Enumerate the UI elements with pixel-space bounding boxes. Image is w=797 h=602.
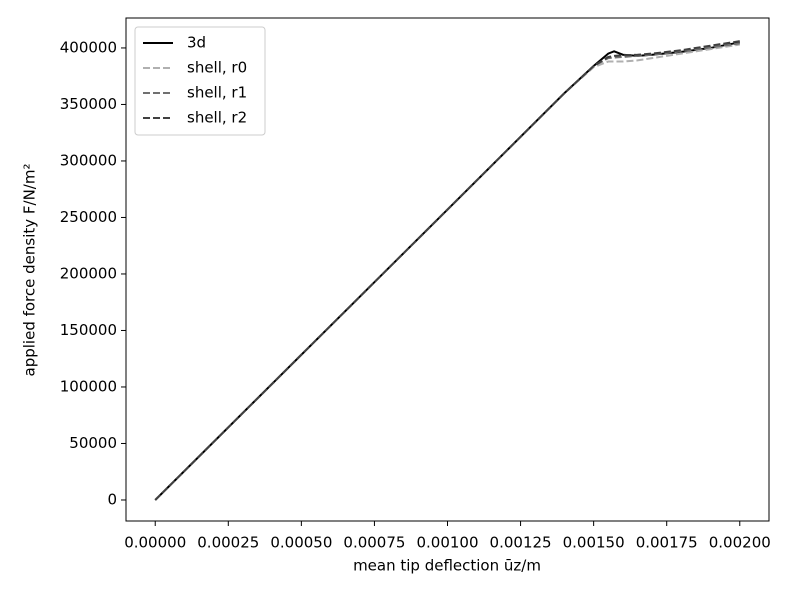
x-tick-label: 0.00125 [490,534,552,552]
y-tick-label: 250000 [60,208,117,226]
x-tick-label: 0.00200 [709,534,771,552]
legend-label: shell, r1 [187,84,247,102]
x-tick-label: 0.00150 [563,534,625,552]
legend-label: shell, r2 [187,109,247,127]
legend-box [134,26,266,136]
y-tick-label: 400000 [60,38,117,56]
series-line [154,40,740,501]
y-tick-label: 100000 [60,377,117,395]
y-tick-label: 350000 [60,95,117,113]
y-tick-label: 300000 [60,151,117,169]
x-tick-label: 0.00050 [270,534,332,552]
x-tick-label: 0.00025 [197,534,259,552]
y-tick-label: 150000 [60,321,117,339]
y-tick-label: 0 [107,490,117,508]
y-axis-label: applied force density F/N/m² [21,164,39,377]
x-axis-label: mean tip deflection ūz/m [353,557,541,575]
x-tick-label: 0.00100 [416,534,478,552]
legend-label: 3d [187,34,206,52]
legend-label: shell, r0 [187,59,247,77]
x-tick-label: 0.00075 [343,534,405,552]
x-tick-label: 0.00000 [124,534,186,552]
x-tick-label: 0.00175 [636,534,698,552]
y-tick-label: 50000 [69,434,117,452]
y-tick-label: 200000 [60,264,117,282]
